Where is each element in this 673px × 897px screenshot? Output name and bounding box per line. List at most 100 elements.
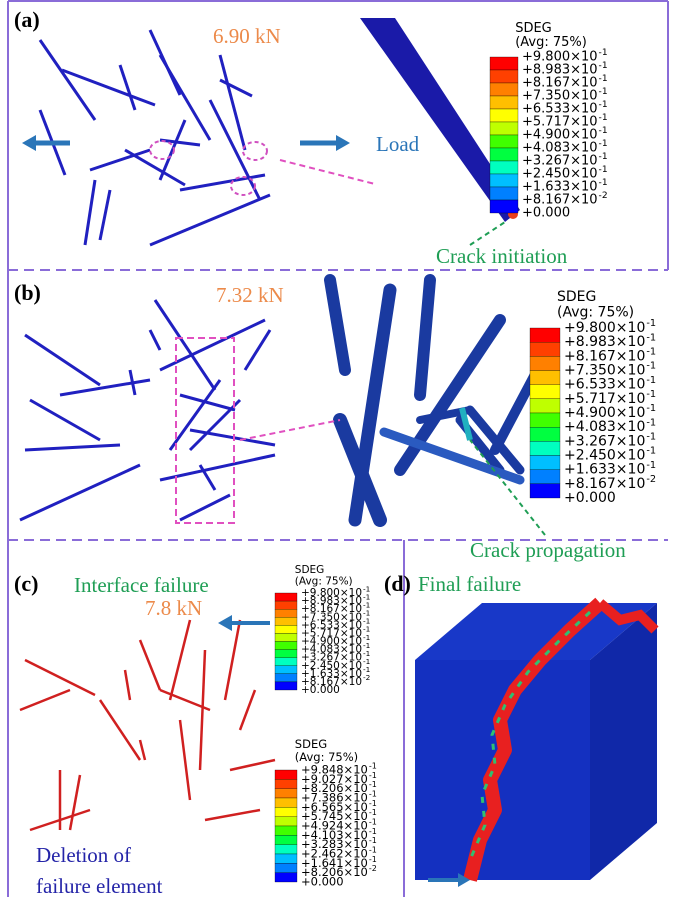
fiber <box>150 195 270 245</box>
legend-swatch <box>490 83 518 96</box>
legend-label: +0.000 <box>564 490 616 506</box>
legend-swatch <box>275 682 297 690</box>
legend-exponent: -1 <box>369 836 377 845</box>
legend-swatch <box>490 70 518 83</box>
legend-exponent: -1 <box>646 375 656 386</box>
legend-exponent: -2 <box>363 673 370 682</box>
legend-label: +0.000 <box>522 206 570 221</box>
panel-label: (c) <box>14 571 38 596</box>
legend-exponent: -1 <box>369 780 377 789</box>
fiber <box>160 120 185 180</box>
legend-subtitle: (Avg: 75%) <box>515 35 587 50</box>
legend-swatch <box>275 601 297 609</box>
panel-label: (b) <box>14 280 41 305</box>
legend-swatch <box>275 835 297 844</box>
fiber <box>200 650 205 770</box>
fiber <box>160 455 275 480</box>
fiber <box>240 690 255 730</box>
legend-swatch <box>275 593 297 601</box>
fiber <box>62 70 155 105</box>
arrow <box>280 160 375 184</box>
legend-label: +0.000 <box>301 875 344 889</box>
legend-swatch <box>275 817 297 826</box>
panel-label: (a) <box>14 7 40 32</box>
legend: SDEG(Avg: 75%)+9.800×10-1+8.983×10-1+8.1… <box>275 564 370 696</box>
legend-swatch <box>530 413 560 427</box>
legend-exponent: -1 <box>646 431 656 442</box>
highlight <box>150 141 174 159</box>
legend-swatch <box>530 385 560 399</box>
annotation: Crack initiation <box>436 244 568 268</box>
legend-swatch <box>490 187 518 200</box>
fiber <box>100 700 140 760</box>
arrow <box>240 420 340 440</box>
fiber <box>60 380 150 395</box>
legend-exponent: -1 <box>646 389 656 400</box>
legend-exponent: -1 <box>599 126 608 136</box>
legend: SDEG(Avg: 75%)+9.800×10-1+8.983×10-1+8.1… <box>530 289 656 506</box>
fiber <box>160 140 200 145</box>
legend-exponent: -1 <box>646 460 656 471</box>
legend-swatch <box>490 148 518 161</box>
legend-swatch <box>275 674 297 682</box>
legend-swatch <box>490 57 518 70</box>
fiber <box>25 445 120 450</box>
legend-swatch <box>530 427 560 441</box>
fiber-zoom <box>420 280 430 395</box>
legend-exponent: -1 <box>599 61 608 71</box>
fiber <box>245 330 270 370</box>
legend-swatch <box>530 484 560 498</box>
fiber <box>170 620 190 700</box>
legend-swatch <box>530 342 560 356</box>
arrow-head <box>22 135 36 151</box>
legend-exponent: -1 <box>369 799 377 808</box>
legend-exponent: -1 <box>646 446 656 457</box>
legend-swatch <box>530 456 560 470</box>
legend-swatch <box>490 135 518 148</box>
fiber <box>20 690 70 710</box>
legend-exponent: -1 <box>646 346 656 357</box>
legend-exponent: -1 <box>369 808 377 817</box>
fiber <box>150 330 160 350</box>
legend-swatch <box>275 650 297 658</box>
legend-title: SDEG <box>515 21 552 36</box>
legend-exponent: -1 <box>599 113 608 123</box>
legend-swatch <box>275 609 297 617</box>
legend-exponent: -1 <box>369 855 377 864</box>
fiber <box>125 670 130 700</box>
legend-exponent: -1 <box>599 139 608 149</box>
legend-label: +0.000 <box>301 684 340 696</box>
legend-swatch <box>490 200 518 213</box>
panel-title: Interface failure <box>74 573 209 597</box>
legend-title: SDEG <box>557 289 596 305</box>
fiber <box>225 620 240 700</box>
force-label: 7.32 kN <box>216 283 284 307</box>
fiber <box>120 65 135 110</box>
legend: SDEG(Avg: 75%)+9.800×10-1+8.983×10-1+8.1… <box>490 21 608 221</box>
figure: (a) 6.90 kN Load Crack initiation (b) 7.… <box>0 0 673 897</box>
annotation: Deletion of <box>36 843 131 867</box>
legend-exponent: -1 <box>369 771 377 780</box>
arrow-head <box>336 135 350 151</box>
fiber <box>20 465 140 520</box>
legend-exponent: -2 <box>599 191 608 201</box>
legend-swatch <box>490 174 518 187</box>
legend-title: SDEG <box>295 564 325 576</box>
legend-exponent: -1 <box>599 152 608 162</box>
panel-title: Final failure <box>418 572 521 596</box>
legend-exponent: -1 <box>599 165 608 175</box>
legend-exponent: -1 <box>646 332 656 343</box>
legend-exponent: -1 <box>646 318 656 329</box>
fiber <box>100 190 110 240</box>
legend-swatch <box>275 770 297 779</box>
legend-swatch <box>275 779 297 788</box>
highlight <box>243 142 267 160</box>
legend-subtitle: (Avg: 75%) <box>295 575 353 587</box>
fiber <box>190 400 240 450</box>
legend-swatch <box>275 807 297 816</box>
fiber <box>85 180 95 245</box>
fiber <box>125 150 185 185</box>
legend-exponent: -1 <box>646 361 656 372</box>
annotation: failure element <box>36 874 163 897</box>
legend-exponent: -1 <box>369 789 377 798</box>
